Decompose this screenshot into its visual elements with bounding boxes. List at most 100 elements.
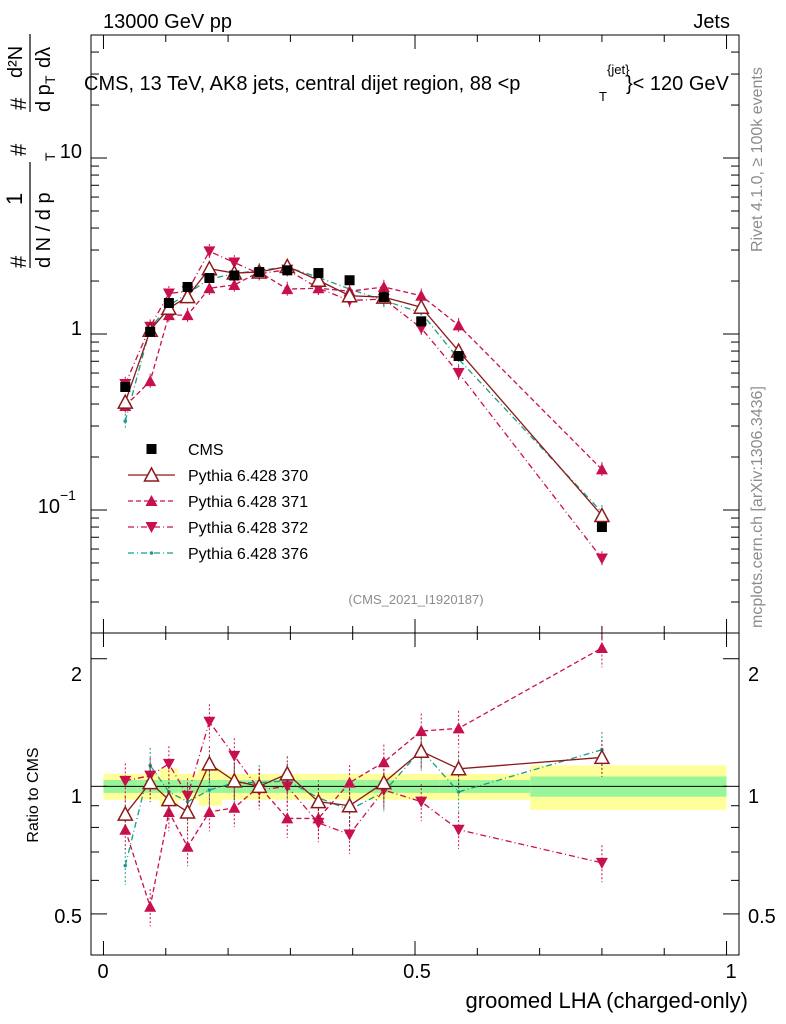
legend-label-370: Pythia 6.428 370 (188, 468, 308, 485)
series-4-ratio-line (124, 748, 603, 866)
series-0-point (596, 522, 607, 533)
series-4-point (123, 419, 128, 423)
series-2-ratio-point (181, 840, 194, 852)
series-1-ratio-point (593, 748, 611, 765)
series-0-point (378, 292, 389, 303)
series-1-point (310, 271, 327, 288)
legend-marker-0 (146, 444, 157, 454)
ratio-y-tick-label-1: 1 (71, 786, 82, 808)
series-3-ratio-point (281, 781, 294, 793)
series-1-ratio-point (412, 742, 430, 758)
series-2-point (377, 280, 390, 292)
legend-marker-2 (145, 495, 158, 506)
y-label-sub-right: T (42, 75, 58, 84)
main-series-layer (117, 244, 611, 567)
series-2-ratio-point (228, 801, 241, 813)
series-2-ratio-point (452, 722, 465, 734)
category-label: Jets (693, 11, 730, 33)
ratio-y-tick-label-right-1: 1 (748, 786, 759, 808)
y-label-den-left: d N / d p (33, 192, 55, 268)
ratio-y-tick-label-right-0.5: 0.5 (748, 906, 776, 928)
series-2-point (203, 282, 216, 294)
x-tick-label-1: 1 (725, 961, 736, 983)
series-0-point (344, 275, 355, 286)
series-2-ratio-point (595, 642, 608, 654)
series-1-point (593, 506, 611, 523)
series-2-point (595, 463, 608, 475)
legend-label-376: Pythia 6.428 376 (188, 546, 308, 563)
series-0-point (120, 381, 131, 392)
y-label-den-right: d p (33, 84, 55, 112)
series-3-ratio-point (595, 857, 608, 869)
series-2-point (312, 282, 325, 294)
series-2-point (452, 319, 465, 331)
series-3-ratio-point (343, 829, 356, 841)
ratio-y-tick-label-0.5: 0.5 (54, 906, 82, 928)
series-0-point (229, 270, 240, 281)
series-1-ratio-point (201, 755, 218, 771)
series-3-ratio-point (119, 775, 132, 787)
legend-marker-1 (143, 466, 160, 482)
series-1-ratio-point (179, 803, 196, 819)
title-sup: {jet} (607, 62, 630, 77)
legend-marker-4 (149, 551, 154, 555)
ratio-uncertainty-bands (103, 765, 727, 810)
ratio-y-axis-label: Ratio to CMS (25, 747, 42, 842)
series-2-point (281, 283, 294, 295)
series-2-point (144, 375, 157, 387)
series-2-line (124, 271, 603, 470)
ratio-y-tick-label-2: 2 (71, 664, 82, 686)
series-1-ratio-point (250, 777, 268, 794)
series-3-ratio-point (228, 750, 241, 762)
series-1-ratio-point (341, 797, 358, 813)
series-3-ratio-point (203, 716, 216, 728)
y-axis-label: # 1 d N / d p T # # d²N d p T dλ (2, 34, 58, 268)
series-1-point (412, 298, 430, 314)
title-prefix: CMS, 13 TeV, AK8 jets, central dijet reg… (84, 73, 520, 95)
y-label-hash-left: # (6, 255, 31, 268)
x-tick-label-0: 0 (97, 961, 108, 983)
axis-ticks (91, 34, 739, 955)
y-tick-label-10: 10 (60, 141, 82, 163)
series-0-point (416, 316, 427, 327)
series-2-ratio-point (377, 756, 390, 768)
series-1-ratio-point (160, 791, 178, 807)
x-tick-label-0.5: 0.5 (403, 961, 431, 983)
y-label-num-left: 1 (2, 193, 27, 205)
ratio-y-tick-label-right-2: 2 (748, 664, 759, 686)
series-2-ratio-point (415, 725, 428, 737)
series-0-point (145, 326, 156, 337)
y-label-hash-mid: # (6, 143, 31, 156)
series-1-ratio-point (279, 765, 296, 781)
series-3-point (452, 368, 465, 380)
series-1-point (201, 260, 218, 276)
series-1-ratio-point (141, 774, 159, 790)
y-label-hash-right: # (6, 97, 31, 110)
series-0-point (453, 350, 464, 361)
series-1-ratio-point (375, 774, 393, 790)
series-3-point (162, 288, 175, 300)
analysis-id-label: (CMS_2021_I1920187) (348, 592, 483, 607)
series-3-ratio-point (452, 824, 465, 836)
main-plot-frame (90, 34, 740, 634)
energy-label: 13000 GeV pp (103, 11, 232, 33)
series-1-ratio-point (117, 805, 134, 821)
series-0-point (282, 265, 293, 276)
title-sub: T (599, 89, 607, 104)
series-2-ratio-point (343, 776, 356, 788)
series-1-point (341, 287, 358, 303)
series-2-point (415, 289, 428, 301)
series-2-ratio-point (144, 900, 157, 912)
legend-label-372: Pythia 6.428 372 (188, 520, 308, 537)
legend: CMS Pythia 6.428 370 Pythia 6.428 371 Py… (128, 442, 308, 563)
mcplots-source-label: mcplots.cern.ch [arXiv:1306.3436] (749, 386, 766, 628)
series-3-point (228, 257, 241, 269)
y-tick-label-0.1-exponent: −1 (60, 487, 76, 503)
legend-label-371: Pythia 6.428 371 (188, 494, 308, 511)
series-1-ratio-point (226, 772, 243, 788)
series-0-point (313, 268, 324, 279)
ratio-series-layer (117, 630, 611, 927)
series-3-ratio-point (415, 796, 428, 808)
series-1-point (179, 288, 196, 304)
